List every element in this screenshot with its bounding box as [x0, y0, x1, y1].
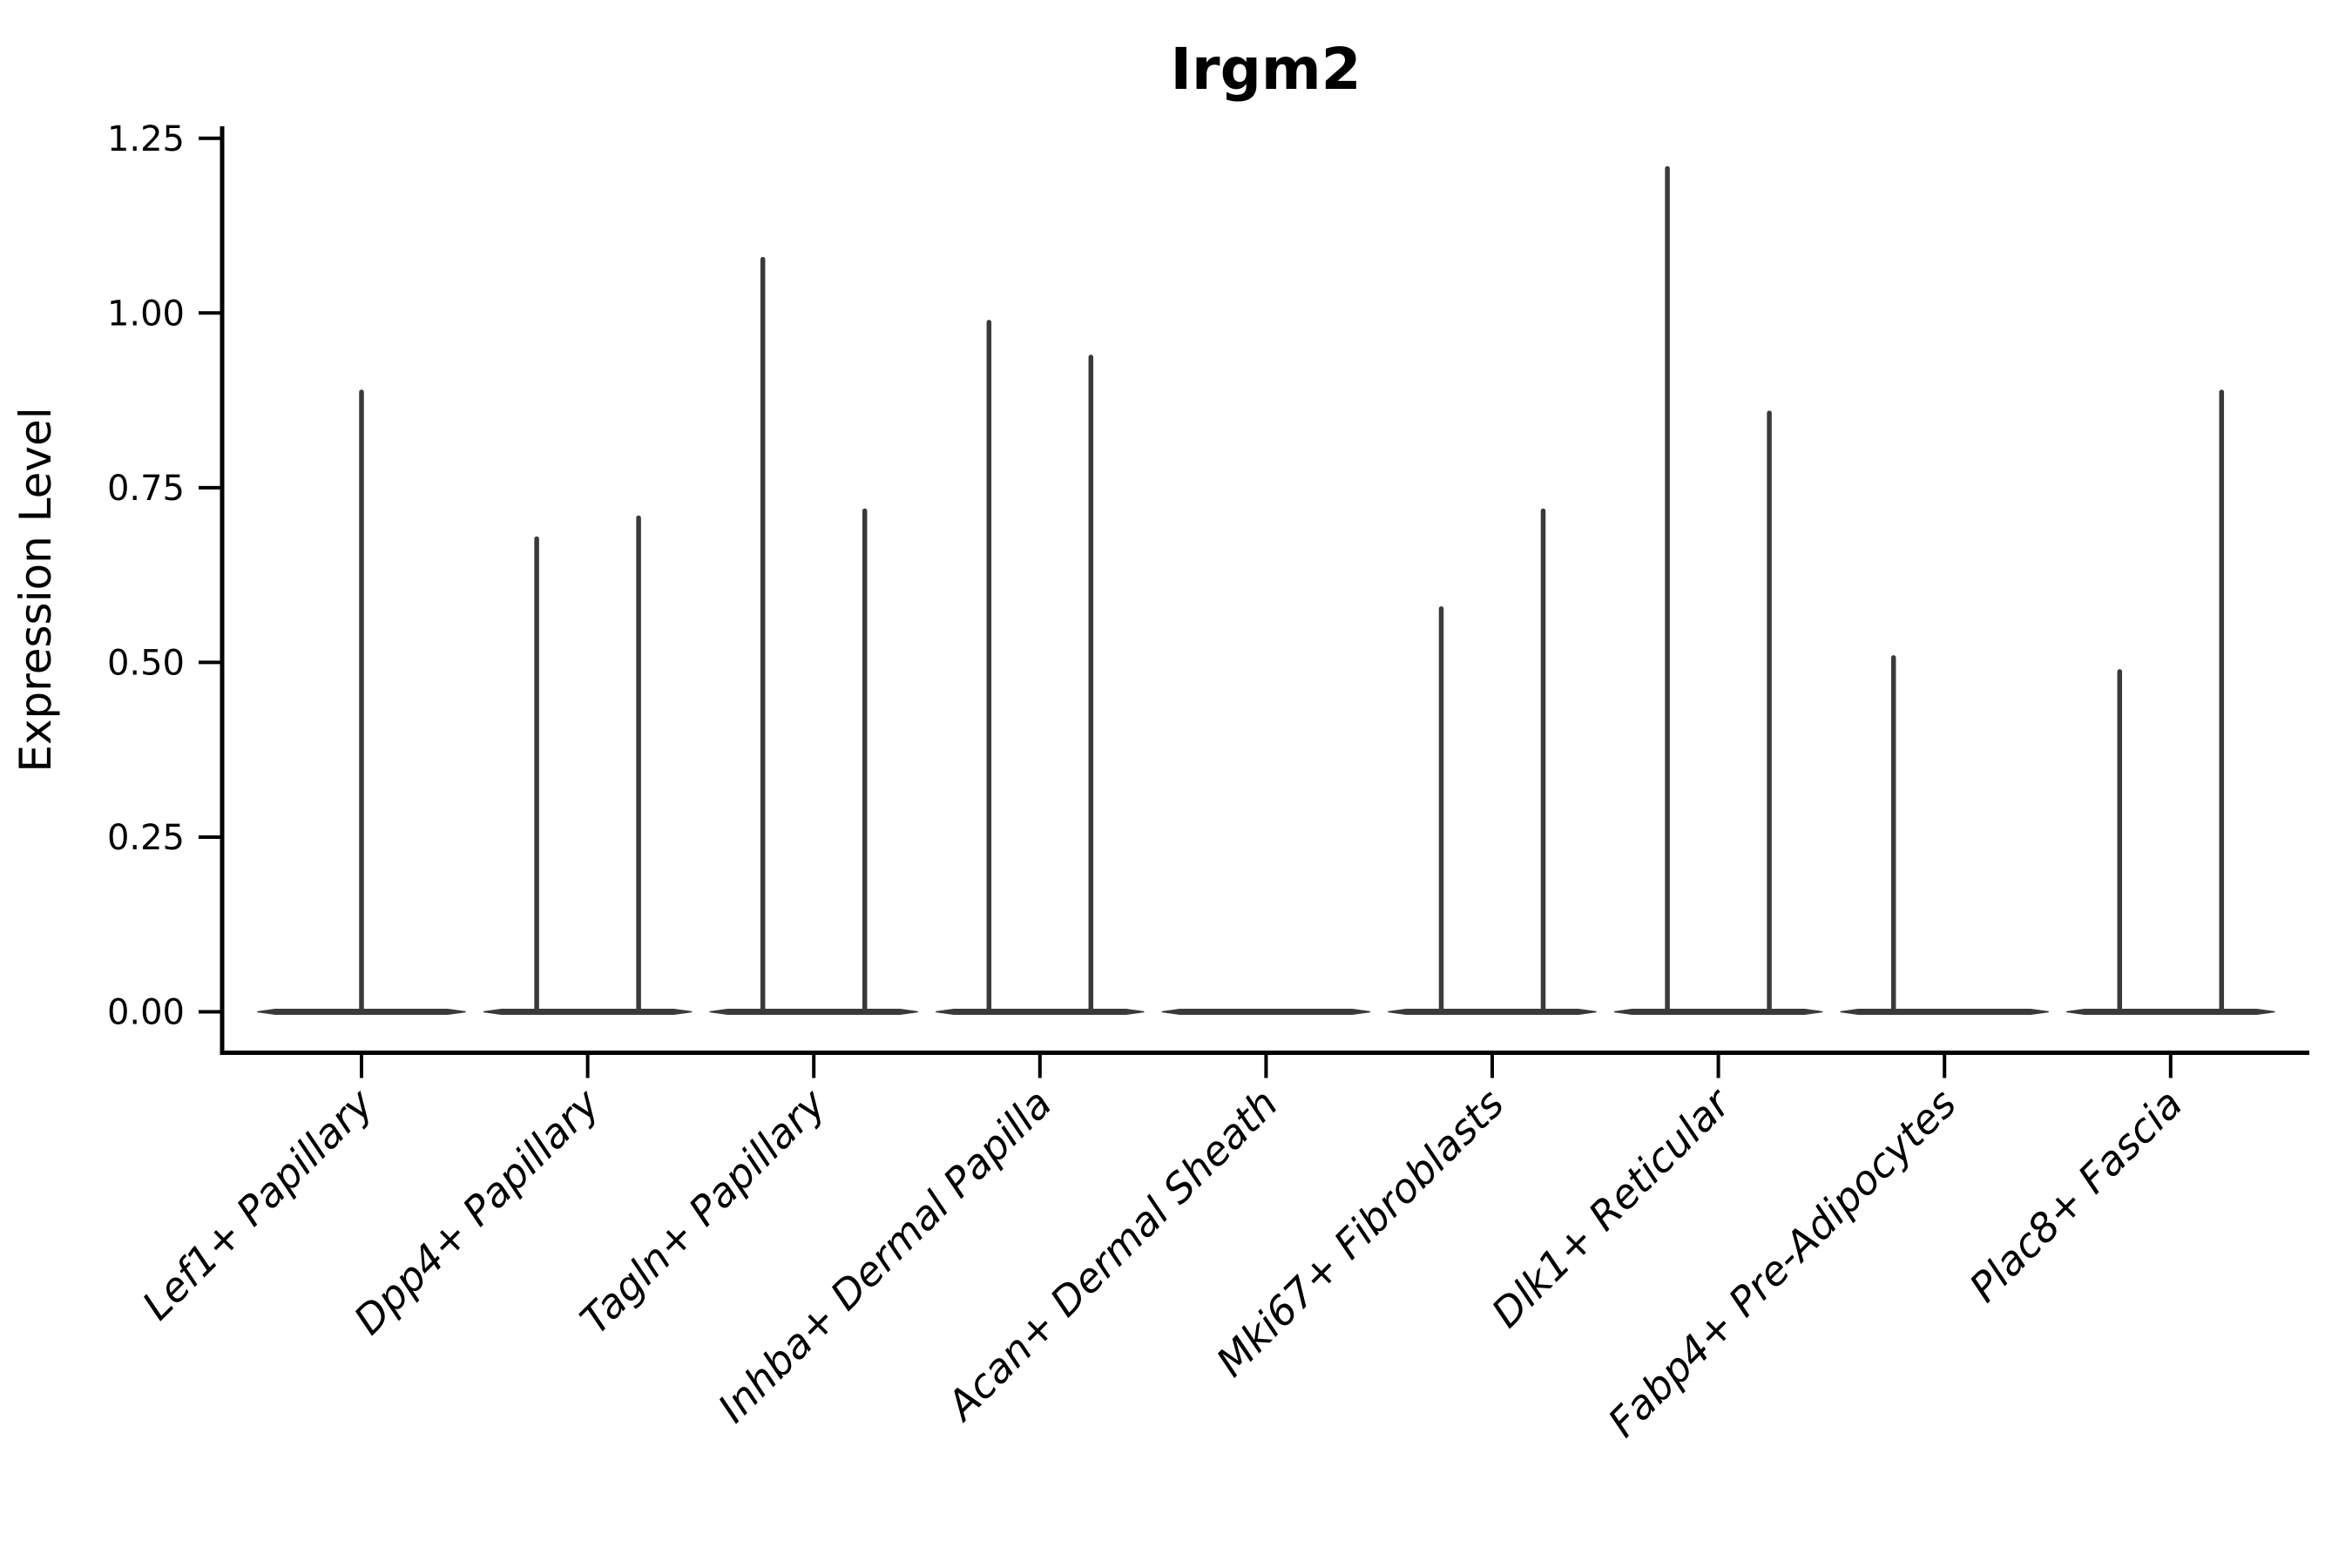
- y-axis-label: Expression Level: [10, 407, 61, 772]
- y-tick-label: 1.00: [107, 294, 185, 334]
- violin-body: [709, 1008, 918, 1016]
- violin-group: [483, 515, 693, 1016]
- violin-group: [709, 256, 918, 1016]
- violins-layer: [257, 166, 2275, 1016]
- violin-body: [2066, 1008, 2275, 1016]
- violin-group: [936, 320, 1145, 1016]
- violin-body: [1613, 1008, 1823, 1016]
- y-tick-label: 0.25: [107, 818, 185, 858]
- violin-group: [1161, 1008, 1371, 1016]
- chart-title: Irgm2: [1170, 36, 1361, 103]
- violin-body: [483, 1008, 693, 1016]
- violin-group: [1613, 166, 1823, 1016]
- y-tick-label: 0.00: [107, 993, 185, 1033]
- y-tick-label: 0.50: [107, 643, 185, 683]
- y-tick-label: 1.25: [107, 119, 185, 159]
- violin-group: [257, 389, 466, 1016]
- violin-group: [1840, 655, 2049, 1016]
- violin-body: [1840, 1008, 2049, 1016]
- violin-group: [1388, 508, 1597, 1016]
- violin-body: [936, 1008, 1145, 1016]
- y-tick-label: 0.75: [107, 469, 185, 509]
- violin-body: [1388, 1008, 1597, 1016]
- violin-group: [2066, 389, 2275, 1016]
- violin-body: [1161, 1008, 1371, 1016]
